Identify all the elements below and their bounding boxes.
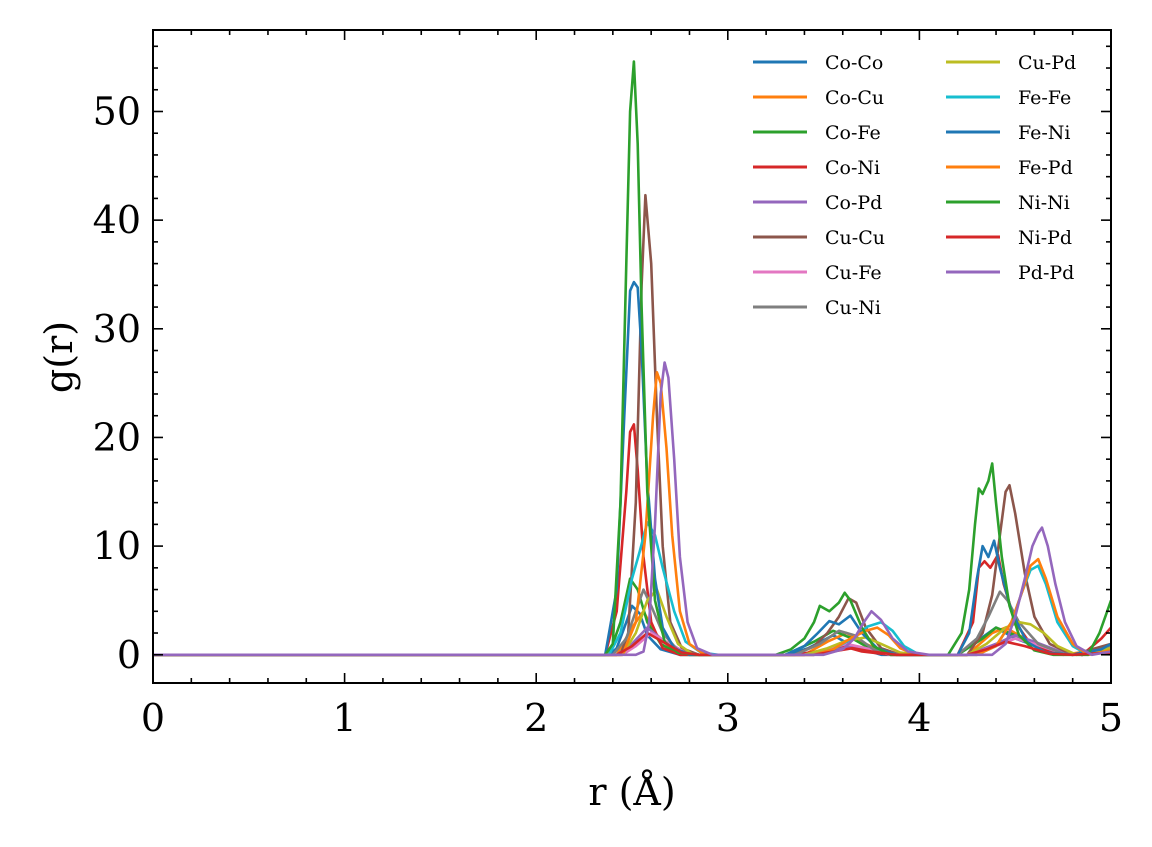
- legend-item-cu-ni: Cu-Ni: [753, 297, 881, 319]
- legend-item-ni-ni: Ni-Ni: [946, 192, 1070, 214]
- legend-label: Cu-Ni: [825, 297, 881, 319]
- legend-label: Pd-Pd: [1018, 262, 1074, 284]
- plot-frame: [152, 29, 1112, 684]
- y-tick-label: 40: [93, 198, 141, 242]
- legend-label: Cu-Cu: [825, 227, 885, 249]
- series-line-ni-ni: [153, 60, 1113, 657]
- x-tick-label: 0: [141, 696, 165, 740]
- y-tick-label: 10: [93, 524, 141, 568]
- y-tick-label: 30: [93, 307, 141, 351]
- x-tick-label: 3: [716, 696, 740, 740]
- x-tick-label: 1: [333, 696, 357, 740]
- x-tick-label: 2: [524, 696, 548, 740]
- legend-label: Fe-Fe: [1018, 87, 1071, 109]
- legend-item-co-co: Co-Co: [753, 52, 883, 74]
- legend-label: Ni-Ni: [1018, 192, 1070, 214]
- legend-item-fe-fe: Fe-Fe: [946, 87, 1071, 109]
- y-axis-title: g(r): [37, 321, 81, 393]
- legend-item-co-cu: Co-Cu: [753, 87, 884, 109]
- legend-item-co-pd: Co-Pd: [753, 192, 882, 214]
- legend-label: Co-Fe: [825, 122, 881, 144]
- legend-label: Fe-Pd: [1018, 157, 1073, 179]
- legend-item-fe-pd: Fe-Pd: [946, 157, 1073, 179]
- x-axis-title: r (Å): [588, 770, 675, 814]
- legend-item-fe-ni: Fe-Ni: [946, 122, 1071, 144]
- legend: Co-Co Co-Cu Co-Fe Co-Ni Co-Pd Cu-Cu Cu-Fe Cu-Ni…: [753, 52, 1076, 319]
- legend-label: Ni-Pd: [1018, 227, 1072, 249]
- series-line-pd-pd: [153, 361, 1112, 657]
- legend-item-co-ni: Co-Ni: [753, 157, 880, 179]
- series-line-fe-pd: [153, 371, 1112, 657]
- legend-label: Co-Cu: [825, 87, 884, 109]
- legend-label: Co-Pd: [825, 192, 882, 214]
- x-tick-label: 5: [1099, 696, 1123, 740]
- y-tick-label: 20: [93, 415, 141, 459]
- legend-label: Co-Co: [825, 52, 883, 74]
- legend-item-pd-pd: Pd-Pd: [946, 262, 1074, 284]
- legend-item-cu-fe: Cu-Fe: [753, 262, 882, 284]
- y-tick-label: 0: [117, 633, 141, 677]
- series-line-cu-fe: [153, 631, 1112, 657]
- legend-label: Cu-Pd: [1018, 52, 1076, 74]
- legend-item-ni-pd: Ni-Pd: [946, 227, 1072, 249]
- legend-label: Co-Ni: [825, 157, 880, 179]
- legend-item-cu-cu: Cu-Cu: [753, 227, 885, 249]
- x-tick-label: 4: [907, 696, 931, 740]
- series-line-fe-ni: [153, 280, 1112, 657]
- legend-item-co-fe: Co-Fe: [753, 122, 881, 144]
- series-layer: [153, 60, 1113, 657]
- legend-item-cu-pd: Cu-Pd: [946, 52, 1076, 74]
- legend-label: Fe-Ni: [1018, 122, 1071, 144]
- legend-label: Cu-Fe: [825, 262, 882, 284]
- y-tick-label: 50: [93, 89, 141, 133]
